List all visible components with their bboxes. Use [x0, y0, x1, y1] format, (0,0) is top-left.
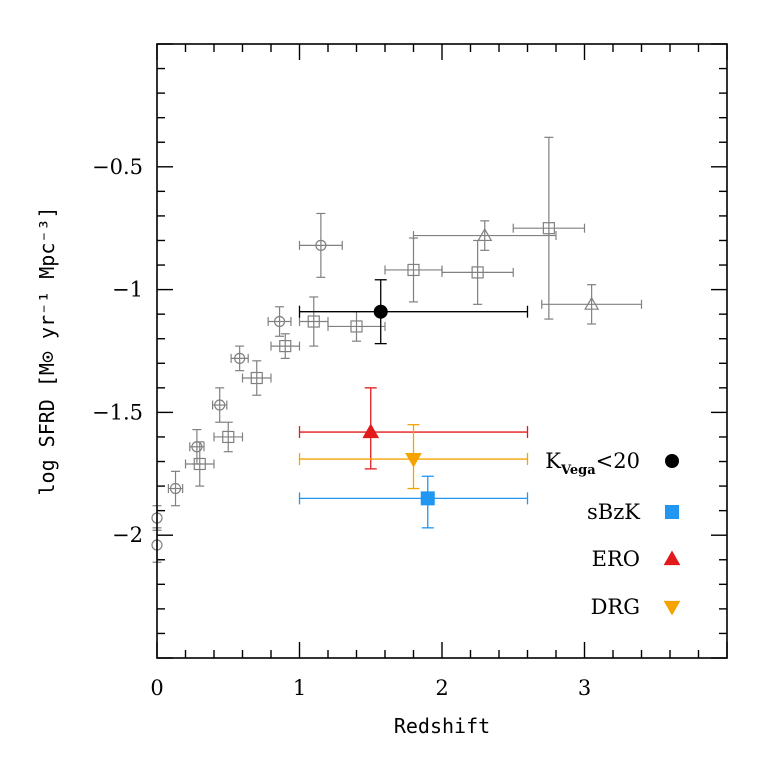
y-tick-label: −1 [112, 278, 143, 302]
x-tick-label: 3 [578, 676, 591, 700]
data-point-group [441, 239, 514, 305]
legend-label-main: DRG [591, 595, 640, 619]
data-point [407, 263, 420, 277]
data-point-group [267, 306, 292, 337]
legend-label: DRG [591, 595, 640, 619]
data-point [234, 352, 246, 364]
legend-item: sBzK [587, 500, 679, 524]
data-point-group [184, 441, 215, 487]
axis-ticks: 0 1 2 3 −2 −1.5 −1 −0.5 [92, 43, 728, 700]
y-tick-label: −0.5 [92, 155, 143, 179]
x-tick-label: 1 [293, 676, 306, 700]
data-point [350, 320, 363, 333]
data-points [151, 136, 643, 563]
data-point [420, 491, 435, 506]
data-point-group [384, 237, 443, 303]
data-point [315, 239, 327, 251]
legend-label-main: ERO [592, 547, 640, 571]
data-point [222, 430, 235, 444]
data-point-group [167, 470, 184, 507]
data-point [405, 452, 422, 468]
data-point [665, 505, 679, 519]
legend-label: ERO [592, 547, 640, 571]
data-point-group [213, 421, 244, 453]
legend-label-main: sBzK [587, 500, 640, 524]
data-point [373, 304, 388, 319]
data-point-group [541, 284, 643, 325]
legend-label: KVega<20 [545, 449, 640, 478]
data-point [273, 315, 286, 328]
legend-label-main: K [545, 449, 561, 473]
plot-frame [156, 43, 728, 659]
data-point [250, 371, 263, 385]
data-point [307, 315, 320, 328]
legend-item: KVega<20 [545, 449, 679, 478]
data-point [193, 457, 206, 471]
data-point-group [298, 296, 329, 347]
data-point-group [512, 136, 586, 320]
y-axis-label: log SFRD [M⊙ yr⁻¹ Mpc⁻³] [35, 207, 59, 496]
data-point-group [230, 345, 249, 372]
data-point-group [298, 475, 529, 529]
data-point [542, 222, 555, 235]
data-point [477, 227, 493, 242]
legend: KVega<20 sBzK ERO DRG [545, 449, 681, 619]
legend-item: DRG [591, 595, 681, 619]
legend-item: ERO [592, 547, 681, 571]
data-point-group [298, 424, 529, 490]
y-tick-label: −2 [112, 523, 143, 547]
data-point-group [298, 212, 343, 278]
data-point [279, 339, 292, 353]
data-point [665, 454, 679, 468]
data-point-group [211, 387, 228, 423]
data-point [663, 600, 681, 616]
y-tick-label: −1.5 [92, 400, 143, 424]
data-point [584, 296, 600, 310]
data-point-group [412, 220, 557, 251]
x-tick-label: 0 [150, 676, 163, 700]
data-point [663, 550, 681, 566]
data-point [169, 482, 182, 495]
data-point-group [241, 360, 272, 396]
legend-label-subscript: Vega [560, 463, 596, 478]
legend-label: sBzK [587, 500, 640, 524]
data-point [362, 423, 380, 439]
legend-label-suffix: <20 [596, 449, 640, 473]
data-point [471, 266, 484, 279]
data-point-group [327, 311, 386, 342]
data-point-group [270, 333, 301, 359]
data-point-group [298, 279, 529, 345]
x-tick-label: 2 [435, 676, 448, 700]
data-point [214, 399, 226, 411]
x-axis-label: Redshift [394, 714, 490, 738]
